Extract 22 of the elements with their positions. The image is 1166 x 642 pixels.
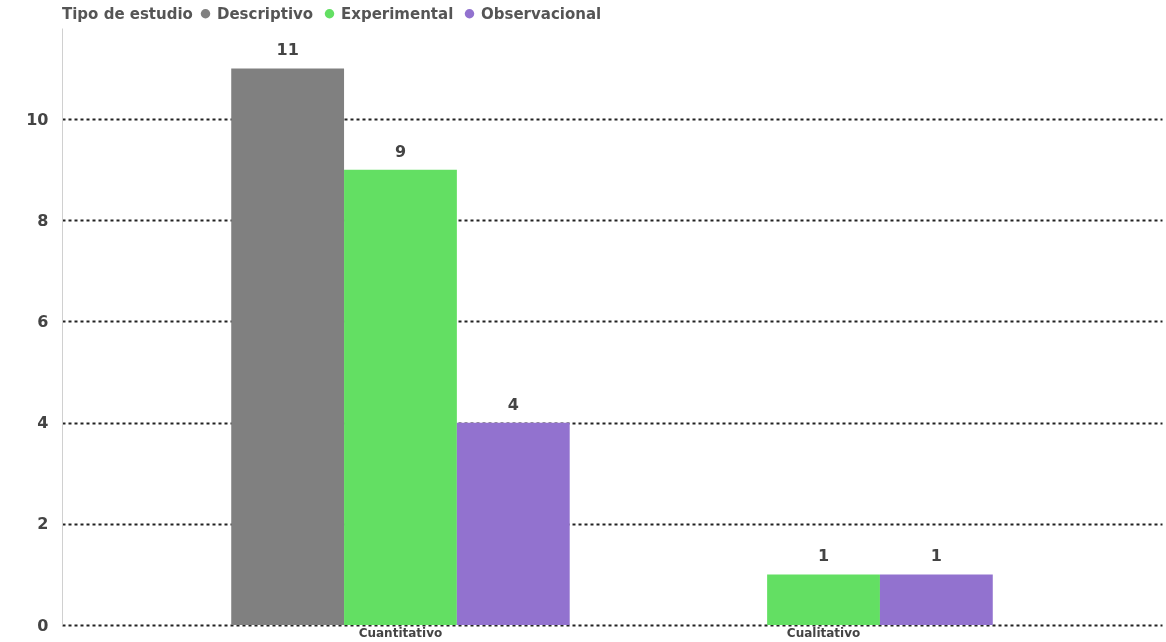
bar bbox=[456, 422, 570, 625]
legend-label: Experimental bbox=[341, 4, 454, 23]
legend-label: Observacional bbox=[481, 4, 602, 23]
legend-label: Descriptivo bbox=[217, 4, 314, 23]
bar bbox=[344, 169, 457, 625]
y-tick-label: 8 bbox=[37, 210, 49, 230]
legend-title: Tipo de estudio bbox=[62, 5, 193, 23]
y-tick-label: 4 bbox=[37, 413, 49, 433]
data-label: 9 bbox=[394, 141, 407, 161]
data-label: 1 bbox=[817, 546, 830, 566]
bar bbox=[767, 574, 880, 625]
data-label: 4 bbox=[507, 394, 519, 414]
y-tick-label: 0 bbox=[37, 615, 49, 635]
x-tick-label: Cuantitativo bbox=[358, 625, 443, 640]
data-label: 11 bbox=[276, 40, 299, 60]
x-tick-label: Cualitativo bbox=[786, 625, 861, 640]
y-tick-label: 10 bbox=[26, 109, 49, 129]
y-tick-label: 6 bbox=[37, 311, 49, 331]
data-label: 1 bbox=[930, 546, 942, 566]
bar bbox=[231, 68, 345, 625]
y-tick-label: 2 bbox=[37, 514, 49, 534]
bar bbox=[879, 574, 993, 625]
